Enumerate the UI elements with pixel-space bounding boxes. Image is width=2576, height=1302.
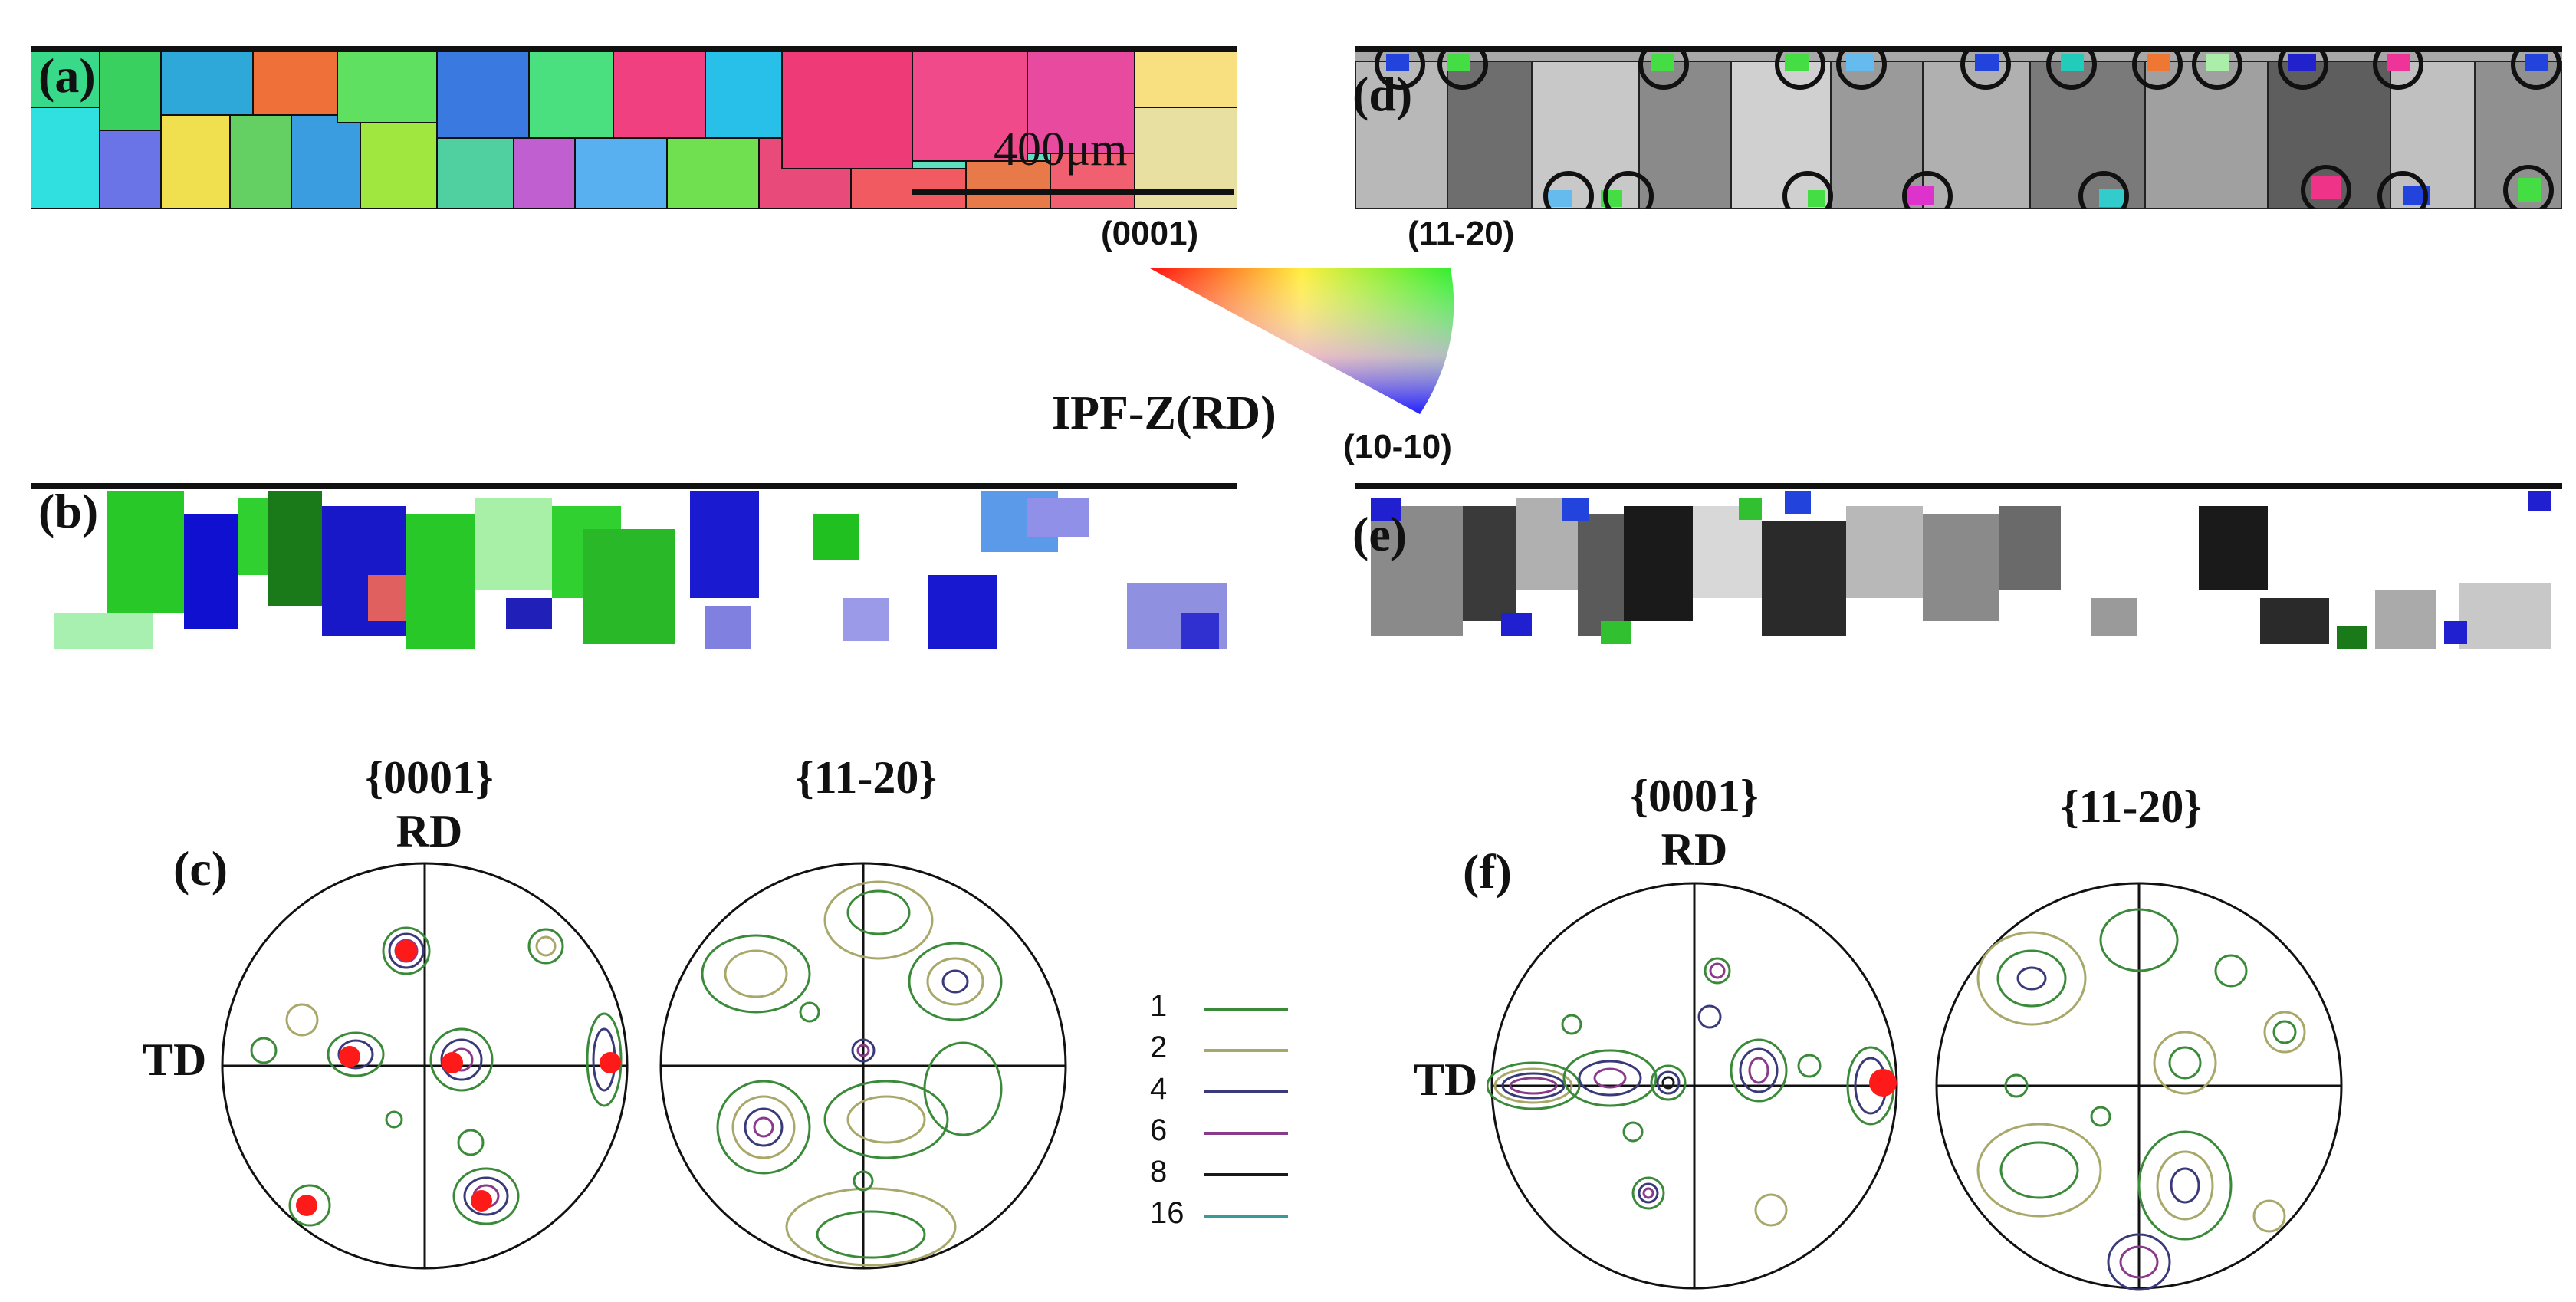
pole-figure-f-0001	[1487, 882, 1898, 1290]
legend-swatch	[1204, 1132, 1288, 1135]
ebsd-map-d-grains	[1355, 46, 2562, 209]
pf-title-f-11-20: {11-20}	[2061, 781, 2202, 832]
panel-label-b: (b)	[38, 484, 99, 538]
ebsd-map-b-grains	[31, 483, 1237, 649]
panel-label-e: (e)	[1352, 507, 1408, 561]
pf-rd-label-c: RD	[396, 806, 463, 856]
legend-swatch	[1204, 1090, 1288, 1093]
legend-label: 4	[1150, 1072, 1168, 1106]
ipf-key-title: IPF-Z(RD)	[1052, 387, 1276, 439]
pole-figure-c-11-20	[659, 862, 1067, 1270]
legend-swatch	[1204, 1049, 1288, 1052]
panel-label-f: (f)	[1463, 844, 1512, 899]
ebsd-map-a	[31, 46, 1237, 209]
pf-title-c-11-20: {11-20}	[796, 752, 937, 803]
pf-title-f-0001: {0001}	[1630, 771, 1759, 821]
ebsd-map-a-grains	[31, 46, 1237, 209]
panel-label-d: (d)	[1352, 67, 1413, 121]
legend-swatch	[1204, 1215, 1288, 1218]
legend-label: 6	[1150, 1113, 1168, 1147]
panel-label-a: (a)	[38, 48, 96, 103]
legend-label: 16	[1150, 1196, 1184, 1230]
legend-label: 1	[1150, 989, 1168, 1023]
pf-rd-label-f: RD	[1661, 824, 1728, 875]
pole-figure-c-0001	[221, 862, 629, 1270]
ipf-corner-0001: (0001)	[1101, 215, 1199, 252]
legend-swatch	[1204, 1008, 1288, 1011]
ebsd-map-b	[31, 483, 1237, 649]
ebsd-map-e-grains	[1355, 483, 2562, 649]
legend-swatch	[1204, 1173, 1288, 1176]
scale-bar-label: 400μm	[994, 123, 1128, 176]
ipf-color-key	[1150, 268, 1454, 414]
panel-label-c: (c)	[173, 841, 228, 896]
legend-label: 8	[1150, 1155, 1168, 1189]
ebsd-map-d	[1355, 46, 2562, 209]
legend-label: 2	[1150, 1031, 1168, 1064]
pf-title-c-0001: {0001}	[365, 752, 494, 803]
pf-td-label-f: TD	[1414, 1054, 1478, 1105]
ipf-corner-11-20: (11-20)	[1408, 215, 1515, 252]
pole-figure-f-11-20	[1935, 882, 2343, 1291]
ipf-corner-10-10: (10-10)	[1343, 428, 1452, 465]
ebsd-map-e	[1355, 483, 2562, 649]
pf-td-label-c: TD	[143, 1034, 207, 1085]
